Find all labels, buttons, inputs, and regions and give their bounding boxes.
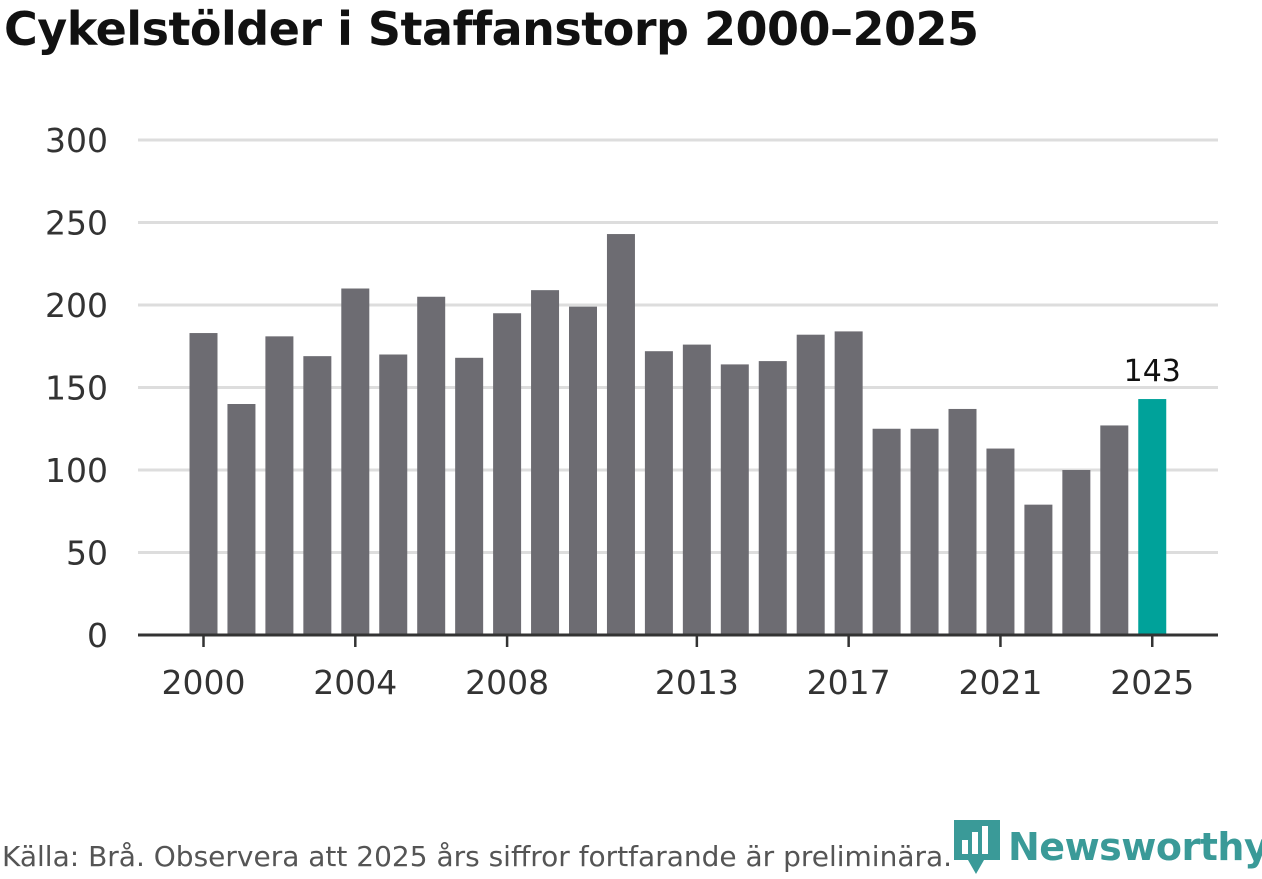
x-tick-label: 2017	[807, 663, 891, 702]
bar-2001	[227, 404, 256, 635]
logo-text: Newsworthy	[1008, 825, 1262, 869]
bar-2023	[1062, 470, 1091, 635]
bar-2014	[720, 364, 749, 635]
bar-2002	[265, 336, 294, 635]
y-tick-label: 100	[45, 451, 108, 490]
x-axis: 2000 2004 2008 2013 2017 2021 2025	[138, 633, 1218, 702]
y-tick-label: 50	[66, 534, 108, 573]
bar-2000	[189, 333, 218, 635]
y-tick-label: 150	[45, 369, 108, 408]
y-tick-label: 250	[45, 204, 108, 243]
x-tick-label: 2000	[162, 663, 246, 702]
bar-2021	[986, 448, 1015, 635]
bar-2016	[796, 334, 825, 635]
bar-2025	[1138, 399, 1167, 635]
bar-2005	[379, 354, 408, 635]
bar-2009	[531, 290, 560, 635]
x-tick-label: 2025	[1110, 663, 1194, 702]
value-labels: 143	[1124, 354, 1181, 389]
bar-2022	[1024, 504, 1053, 635]
bar-2020	[948, 408, 977, 635]
x-tick-label: 2004	[313, 663, 397, 702]
y-tick-label: 0	[87, 616, 108, 655]
bar-2018	[872, 428, 901, 635]
newsworthy-chart-bubble-icon	[954, 820, 1000, 874]
bar-2004	[341, 288, 370, 635]
newsworthy-logo: Newsworthy	[952, 818, 1262, 876]
y-tick-label: 200	[45, 286, 108, 325]
bar-2024	[1100, 425, 1129, 635]
bar-2013	[682, 344, 711, 635]
chart-title: Cykelstölder i Staffanstorp 2000–2025	[4, 2, 979, 56]
bar-2011	[606, 234, 635, 636]
value-label-2025: 143	[1124, 354, 1181, 389]
x-tick-label: 2013	[655, 663, 739, 702]
bar-2015	[758, 361, 787, 635]
bar-2007	[455, 357, 484, 635]
y-axis-ticks: 0 50 100 150 200 250 300	[45, 121, 108, 655]
bar-2017	[834, 331, 863, 635]
y-tick-label: 300	[45, 121, 108, 160]
gridlines	[138, 138, 1218, 554]
source-note: Källa: Brå. Observera att 2025 års siffr…	[2, 840, 953, 873]
bar-2010	[569, 306, 597, 635]
bar-2012	[644, 351, 673, 635]
x-tick-label: 2008	[465, 663, 549, 702]
bar-2019	[910, 428, 939, 635]
bar-2006	[417, 296, 446, 635]
bar-2003	[303, 356, 332, 635]
bars	[189, 234, 1167, 636]
x-tick-label: 2021	[958, 663, 1042, 702]
bar-2008	[493, 313, 522, 635]
